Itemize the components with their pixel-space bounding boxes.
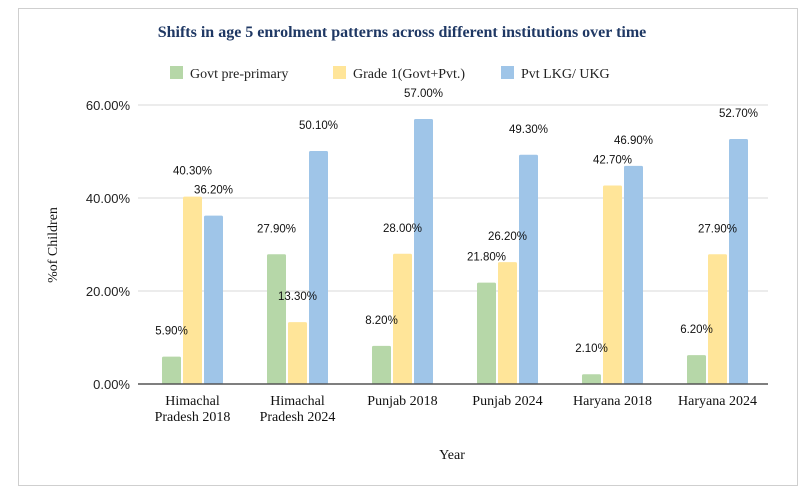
x-tick-label: Himachal Pradesh 2018 <box>155 394 231 425</box>
bar <box>624 165 643 384</box>
legend-swatch <box>170 66 183 79</box>
data-label: 40.30% <box>173 166 212 178</box>
data-label: 57.00% <box>404 88 443 100</box>
x-tick-label: Punjab 2018 <box>367 394 437 409</box>
x-axis-categories: Himachal Pradesh 2018 Himachal Pradesh 2024… <box>155 394 757 425</box>
x-tick-label: Haryana 2024 <box>678 394 757 409</box>
data-label: 26.20% <box>488 231 527 243</box>
bar <box>582 374 601 384</box>
data-label: 36.20% <box>194 185 233 197</box>
bar <box>309 151 328 384</box>
data-label: 52.70% <box>719 108 758 120</box>
data-labels: 5.90% 40.30% 36.20% 27.90% 13.30% 50.10% 8.20%… <box>155 88 758 355</box>
bar <box>519 154 538 384</box>
data-label: 2.10% <box>575 343 608 355</box>
bar <box>162 356 181 384</box>
legend-label: Govt pre-primary <box>190 67 288 82</box>
bar <box>183 196 202 384</box>
bar <box>708 254 727 384</box>
bar <box>414 118 433 384</box>
data-label: 46.90% <box>614 135 653 147</box>
bars <box>162 118 748 384</box>
data-label: 27.90% <box>257 223 296 235</box>
data-label: 28.00% <box>383 223 422 235</box>
data-label: 8.20% <box>365 315 398 327</box>
data-label: 6.20% <box>680 324 713 336</box>
x-axis-title: Year <box>439 448 465 463</box>
bar <box>729 138 748 384</box>
legend-label: Grade 1(Govt+Pvt.) <box>353 67 465 82</box>
x-tick-label: Himachal Pradesh 2024 <box>260 394 336 425</box>
x-tick-label: Punjab 2024 <box>472 394 542 409</box>
bar <box>498 262 517 384</box>
y-tick-label: 60.00% <box>86 98 131 113</box>
y-tick-label: 40.00% <box>86 191 131 206</box>
data-label: 50.10% <box>299 120 338 132</box>
bar <box>393 253 412 384</box>
bar <box>267 254 286 384</box>
data-label: 13.30% <box>278 291 317 303</box>
legend-swatch <box>501 66 514 79</box>
y-axis-ticks: 0.00% 20.00% 40.00% 60.00% <box>86 98 131 392</box>
gridlines <box>138 104 768 292</box>
y-tick-label: 20.00% <box>86 284 131 299</box>
y-tick-label: 0.00% <box>93 377 130 392</box>
legend: Govt pre-primary Grade 1(Govt+Pvt.) Pvt LK… <box>170 66 610 82</box>
data-label: 21.80% <box>467 252 506 264</box>
bar <box>204 215 223 384</box>
data-label: 42.70% <box>593 154 632 166</box>
data-label: 5.90% <box>155 326 188 338</box>
chart-title: Shifts in age 5 enrolment patterns acros… <box>158 24 647 41</box>
x-tick-label: Haryana 2018 <box>573 394 652 409</box>
data-label: 27.90% <box>698 223 737 235</box>
bar <box>603 185 622 384</box>
legend-label: Pvt LKG/ UKG <box>521 67 610 82</box>
bar <box>687 355 706 384</box>
data-label: 49.30% <box>509 124 548 136</box>
chart-frame <box>18 8 798 486</box>
bar <box>288 322 307 384</box>
legend-swatch <box>333 66 346 79</box>
bar <box>372 345 391 384</box>
bar <box>477 282 496 384</box>
y-axis-title: %of Children <box>46 207 61 283</box>
